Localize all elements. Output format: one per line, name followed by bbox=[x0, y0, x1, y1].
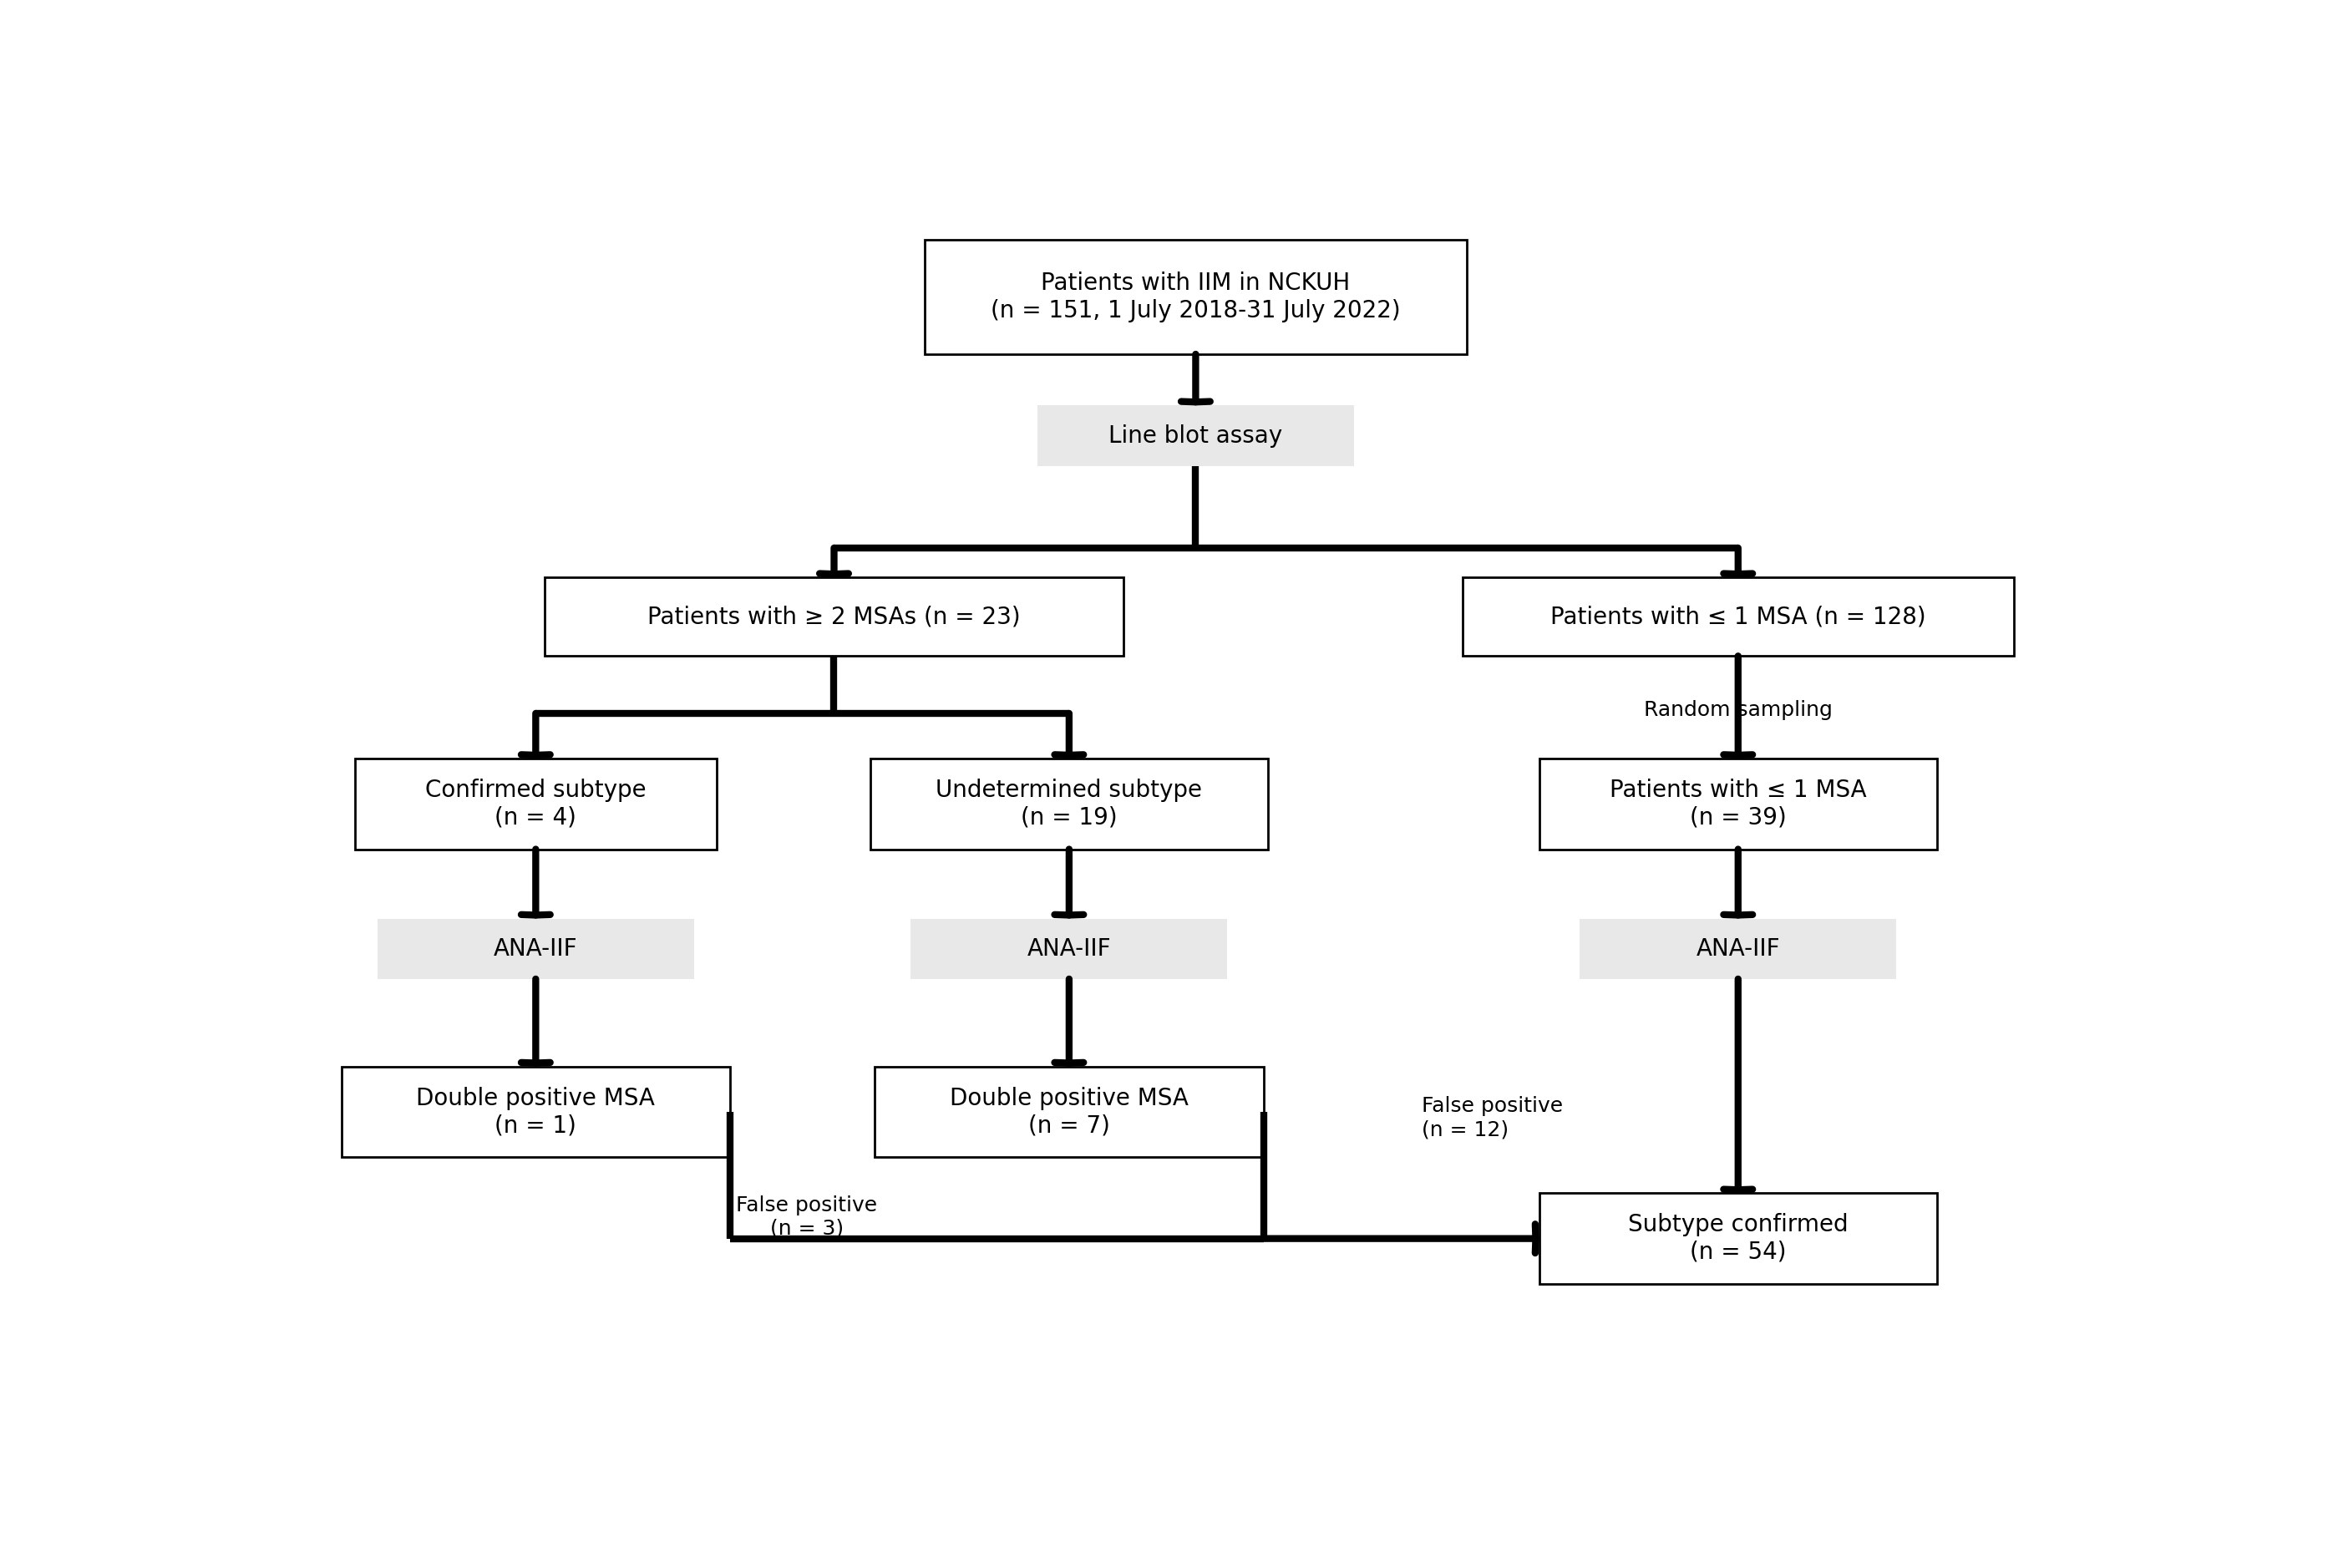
Text: Patients with ≤ 1 MSA (n = 128): Patients with ≤ 1 MSA (n = 128) bbox=[1551, 605, 1925, 629]
Text: Subtype confirmed
(n = 54): Subtype confirmed (n = 54) bbox=[1628, 1214, 1848, 1264]
Text: ANA-IIF: ANA-IIF bbox=[495, 938, 579, 961]
Text: ANA-IIF: ANA-IIF bbox=[1027, 938, 1111, 961]
Text: Undetermined subtype
(n = 19): Undetermined subtype (n = 19) bbox=[936, 779, 1201, 829]
Text: Random sampling: Random sampling bbox=[1645, 699, 1831, 720]
Bar bbox=[1038, 406, 1353, 466]
Text: False positive
(n = 12): False positive (n = 12) bbox=[1421, 1096, 1563, 1140]
Text: Patients with IIM in NCKUH
(n = 151, 1 July 2018-31 July 2022): Patients with IIM in NCKUH (n = 151, 1 J… bbox=[992, 271, 1400, 321]
Bar bbox=[1579, 919, 1897, 978]
Bar bbox=[546, 577, 1125, 655]
Bar bbox=[870, 759, 1269, 850]
Bar bbox=[355, 759, 716, 850]
Text: Double positive MSA
(n = 1): Double positive MSA (n = 1) bbox=[415, 1087, 656, 1137]
Bar bbox=[1540, 1193, 1936, 1284]
Text: ANA-IIF: ANA-IIF bbox=[1696, 938, 1780, 961]
Bar bbox=[875, 1066, 1264, 1157]
Bar bbox=[1540, 759, 1936, 850]
Bar bbox=[924, 240, 1467, 354]
Text: Patients with ≤ 1 MSA
(n = 39): Patients with ≤ 1 MSA (n = 39) bbox=[1610, 779, 1866, 829]
Text: Patients with ≥ 2 MSAs (n = 23): Patients with ≥ 2 MSAs (n = 23) bbox=[649, 605, 1020, 629]
Text: Line blot assay: Line blot assay bbox=[1108, 423, 1283, 447]
Text: False positive
(n = 3): False positive (n = 3) bbox=[737, 1195, 877, 1239]
Text: Confirmed subtype
(n = 4): Confirmed subtype (n = 4) bbox=[425, 779, 646, 829]
Bar bbox=[910, 919, 1227, 978]
Text: Double positive MSA
(n = 7): Double positive MSA (n = 7) bbox=[950, 1087, 1187, 1137]
Bar bbox=[341, 1066, 730, 1157]
Bar bbox=[378, 919, 693, 978]
Bar bbox=[1463, 577, 2013, 655]
